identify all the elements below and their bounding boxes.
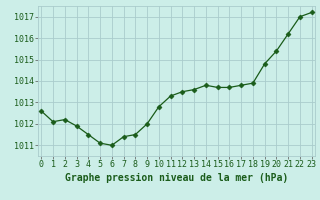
X-axis label: Graphe pression niveau de la mer (hPa): Graphe pression niveau de la mer (hPa) (65, 173, 288, 183)
